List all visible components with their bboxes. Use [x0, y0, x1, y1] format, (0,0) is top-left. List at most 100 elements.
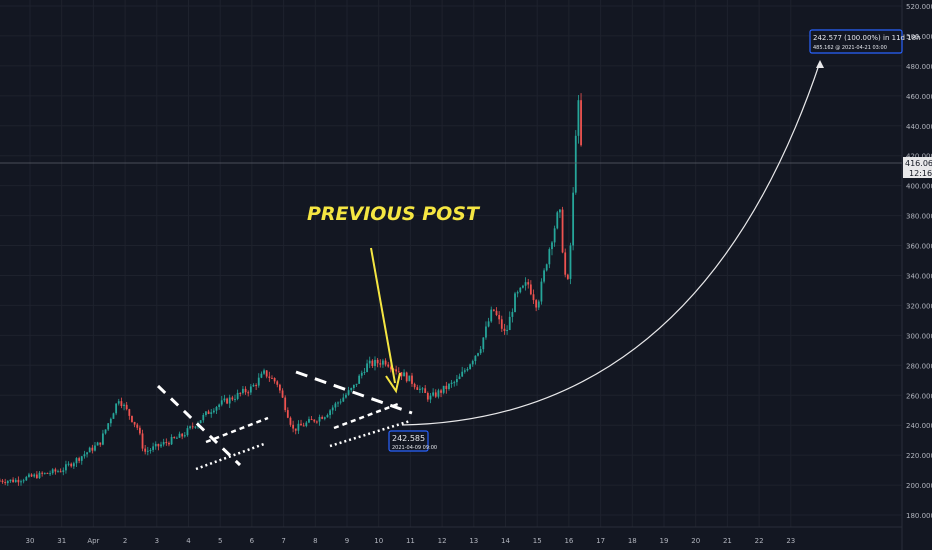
- y-tick-label: 260.000: [906, 392, 932, 400]
- candle-body: [202, 415, 205, 421]
- projection-curve[interactable]: [401, 61, 821, 426]
- candle-body: [292, 424, 295, 429]
- candle-body: [352, 384, 355, 389]
- candle-body: [416, 387, 419, 390]
- candle-body: [540, 281, 543, 302]
- trendline-dashed-3[interactable]: [295, 370, 413, 415]
- candle-body: [310, 419, 313, 421]
- trendline-dotted-1[interactable]: [195, 442, 265, 471]
- current-price-label: 416.060 12:16: [903, 157, 932, 178]
- candle-body: [260, 373, 263, 378]
- drawings[interactable]: [156, 370, 413, 471]
- candle-body: [350, 388, 353, 391]
- candle-body: [315, 421, 318, 423]
- candle-body: [175, 437, 178, 439]
- candle-body: [522, 285, 524, 288]
- candle-body: [553, 228, 556, 243]
- trendline-dashed-4[interactable]: [333, 402, 399, 430]
- candle-body: [162, 442, 165, 445]
- candle-body: [149, 449, 152, 451]
- candle-body: [545, 264, 548, 271]
- candle-body: [355, 383, 358, 385]
- candle-body: [442, 385, 445, 393]
- candle-body: [157, 443, 160, 447]
- candle-body: [308, 419, 310, 423]
- y-tick-label: 200.000: [906, 482, 932, 490]
- candle-body: [178, 433, 181, 438]
- candle-body: [516, 292, 519, 294]
- candle-body: [236, 392, 239, 399]
- y-tick-label: 460.000: [906, 93, 932, 101]
- current-price-value: 416.060: [905, 159, 932, 168]
- candle-body: [569, 245, 572, 279]
- candle-body: [91, 447, 94, 451]
- candle-body: [334, 403, 337, 408]
- candle-body: [461, 371, 464, 377]
- candle-body: [228, 397, 231, 404]
- start-price-label[interactable]: 242.585 2021-04-09 09:00: [388, 430, 437, 452]
- candle-body: [495, 310, 498, 316]
- candle-body: [160, 444, 162, 447]
- candle-body: [102, 433, 104, 445]
- candle-body: [271, 377, 273, 379]
- x-tick-label: 7: [281, 537, 285, 545]
- candle-body: [168, 442, 170, 445]
- candle-body: [371, 360, 374, 367]
- candle-body: [284, 397, 287, 411]
- x-tick-label: 30: [26, 537, 35, 545]
- x-tick-label: 6: [250, 537, 255, 545]
- candle-body: [88, 447, 91, 453]
- countdown-value: 12:16: [909, 169, 932, 178]
- price-range-value: 242.577 (100.00%) in 11d 18h: [813, 34, 921, 42]
- candle-body: [345, 394, 347, 398]
- candle-body: [382, 360, 384, 365]
- candle-body: [12, 479, 14, 483]
- candle-body: [131, 415, 133, 422]
- candle-body: [1, 480, 4, 483]
- x-tick-label: 21: [723, 537, 732, 545]
- candle-body: [115, 403, 118, 414]
- candle-body: [450, 382, 453, 384]
- candle-body: [268, 376, 271, 378]
- candle-body: [25, 476, 28, 481]
- candle-body: [294, 428, 297, 431]
- candle-body: [231, 397, 234, 400]
- candle-body: [70, 463, 73, 467]
- candle-body: [9, 479, 12, 482]
- candle-body: [181, 433, 184, 437]
- candle-body: [471, 361, 474, 365]
- candle-body: [112, 413, 115, 419]
- candle-body: [41, 472, 44, 474]
- candle-body: [577, 100, 580, 136]
- trendline-dotted-2[interactable]: [329, 419, 411, 448]
- price-axis[interactable]: 520.000 500.000 480.000 460.000 440.000 420.0…: [906, 3, 932, 520]
- candle-body: [490, 309, 493, 322]
- candle-body: [65, 464, 67, 471]
- trendline-dashed-2[interactable]: [205, 416, 269, 444]
- candle-body: [62, 470, 65, 472]
- candle-body: [413, 383, 416, 388]
- candle-body: [54, 469, 57, 472]
- price-range-label[interactable]: 242.577 (100.00%) in 11d 18h 485.162 @ 2…: [809, 29, 921, 54]
- candle-body: [215, 407, 218, 411]
- candle-body: [437, 390, 440, 397]
- candle-body: [455, 379, 458, 383]
- time-axis[interactable]: 30 31 Apr 2 3 4 5 6 7 8 9 10 11 12 13 14 15 16 17 18 19 20 21 2…: [26, 537, 796, 545]
- candle-body: [279, 384, 281, 391]
- candle-body: [86, 452, 88, 455]
- candle-body: [379, 363, 382, 365]
- candle-body: [120, 401, 123, 407]
- candle-body: [561, 209, 564, 253]
- candle-body: [252, 385, 255, 387]
- candle-body: [38, 472, 41, 479]
- trendline-dashed-1[interactable]: [156, 384, 242, 467]
- candle-body: [387, 364, 390, 367]
- candle-body: [339, 401, 342, 403]
- candle-body: [255, 385, 258, 387]
- x-tick-label: 14: [501, 537, 510, 545]
- annotation-arrow-head: [385, 372, 401, 394]
- candle-body: [6, 481, 9, 484]
- candle-body: [556, 212, 559, 229]
- candle-body: [485, 326, 487, 338]
